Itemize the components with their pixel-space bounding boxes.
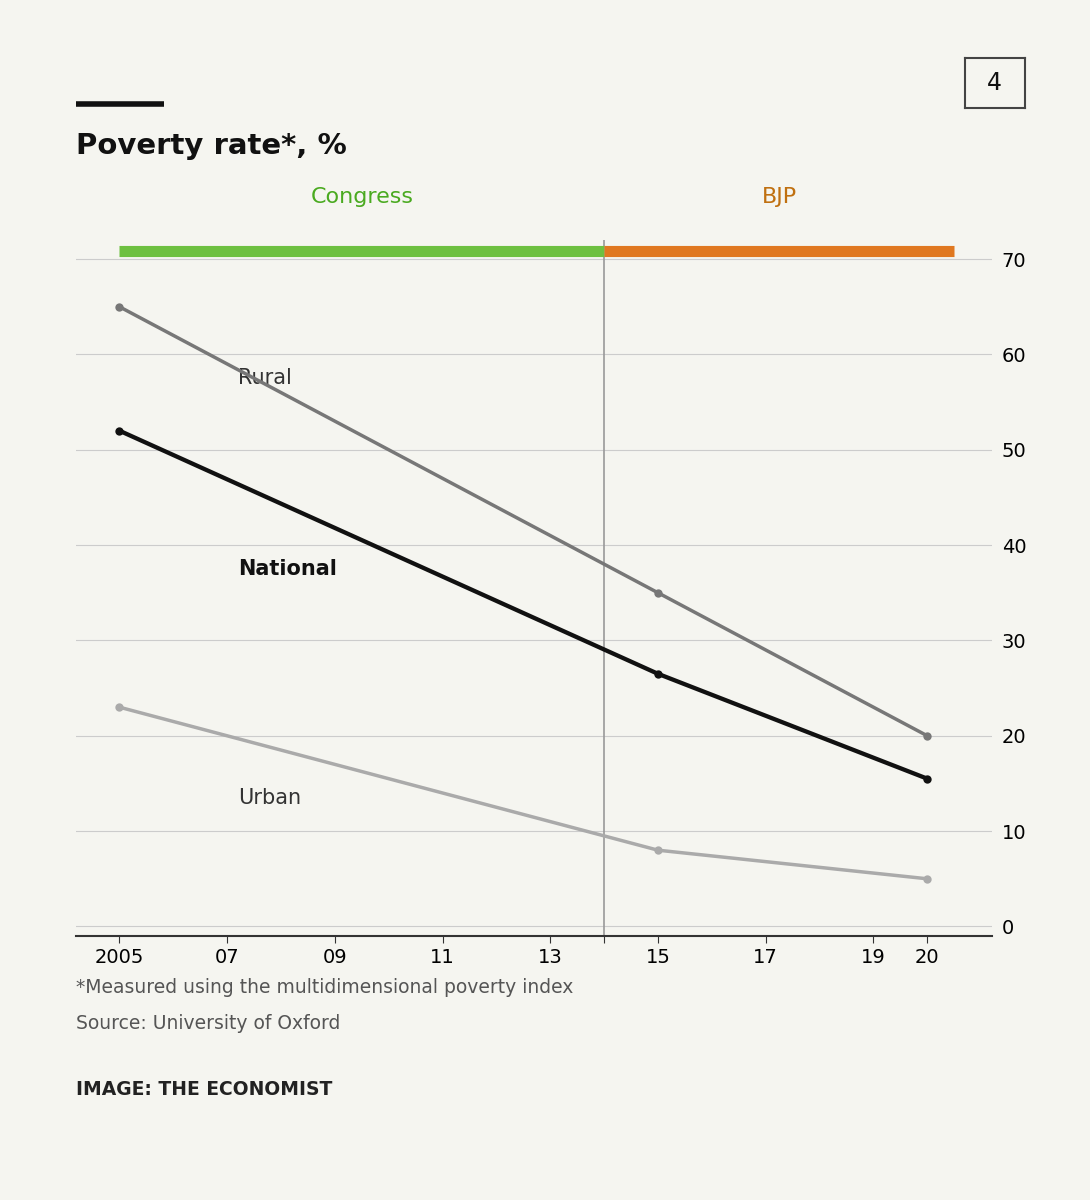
Text: BJP: BJP xyxy=(762,187,797,206)
Text: National: National xyxy=(238,559,337,578)
Text: IMAGE: THE ECONOMIST: IMAGE: THE ECONOMIST xyxy=(76,1080,332,1099)
Text: Source: University of Oxford: Source: University of Oxford xyxy=(76,1014,341,1033)
Text: *Measured using the multidimensional poverty index: *Measured using the multidimensional pov… xyxy=(76,978,573,997)
Text: Poverty rate*, %: Poverty rate*, % xyxy=(76,132,347,160)
Text: Congress: Congress xyxy=(311,187,413,206)
Text: Urban: Urban xyxy=(238,787,301,808)
Text: Rural: Rural xyxy=(238,368,292,389)
Text: 4: 4 xyxy=(988,71,1002,95)
